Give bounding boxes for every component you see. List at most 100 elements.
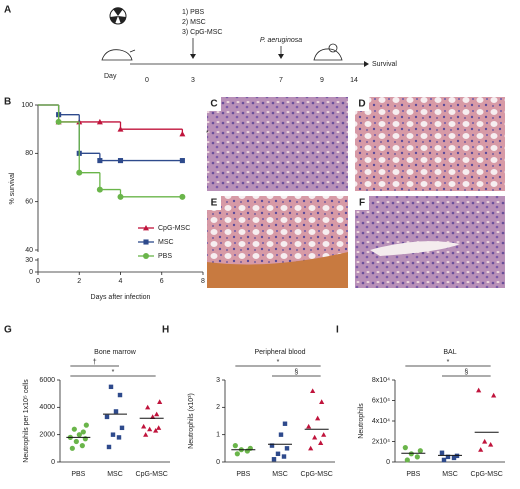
marker — [308, 445, 314, 451]
marker — [271, 457, 277, 462]
y-tick-label: 6x10⁴ — [372, 397, 390, 404]
images: C D E F — [207, 97, 505, 288]
y-tick-label: 100 — [21, 102, 33, 109]
marker — [232, 443, 238, 449]
y-tick-label: 2 — [216, 404, 220, 411]
significance-label: † — [93, 359, 97, 366]
x-tick-label: MSC — [442, 471, 458, 478]
marker — [141, 423, 147, 429]
marker — [117, 193, 124, 200]
marker — [478, 447, 484, 452]
day: 7 — [279, 77, 283, 84]
marker — [117, 392, 123, 398]
panel-label: G — [4, 325, 12, 336]
panel-label: F — [359, 198, 365, 209]
marker — [482, 438, 488, 444]
marker — [275, 451, 281, 457]
x-tick-label: PBS — [236, 471, 250, 478]
significance-label: § — [294, 369, 298, 376]
marker — [318, 440, 324, 445]
legend-marker — [143, 239, 149, 245]
mouse-icon — [313, 48, 343, 61]
y-tick-label: 4000 — [39, 404, 55, 411]
marker — [451, 455, 457, 461]
significance-label: * — [447, 359, 450, 366]
y-tick-label: 2x10⁴ — [372, 438, 390, 445]
legend-label: CpG-MSC — [158, 225, 190, 232]
marker — [234, 451, 240, 457]
panel-label: I — [336, 325, 339, 336]
marker — [153, 427, 159, 433]
label-box — [355, 196, 369, 210]
marker — [157, 399, 163, 404]
timeline-arrow — [364, 61, 369, 67]
y-axis-label: Neutrophils (x10³) — [188, 393, 195, 449]
x-tick-label: 6 — [160, 278, 164, 285]
y-tick-label: 0 — [29, 269, 33, 276]
x-tick-label: CpG-MSC — [301, 471, 333, 478]
marker — [269, 443, 275, 448]
x-tick-label: MSC — [107, 471, 123, 478]
marker — [491, 392, 497, 398]
marker — [76, 169, 83, 176]
panel-label: A — [4, 5, 11, 16]
marker — [179, 131, 186, 137]
arrow — [278, 54, 284, 59]
marker — [145, 404, 151, 410]
marker — [108, 384, 114, 390]
day: 9 — [320, 77, 324, 84]
marker — [417, 448, 423, 454]
x-tick-label: 0 — [36, 278, 40, 285]
marker — [284, 446, 290, 451]
marker — [310, 388, 316, 394]
y-tick-label: 1 — [216, 432, 220, 439]
panel-label: H — [162, 325, 169, 336]
marker — [281, 454, 287, 459]
panel-label: D — [358, 99, 365, 110]
significance-label: § — [464, 369, 468, 376]
histology-image — [207, 97, 348, 191]
marker — [154, 411, 160, 417]
airway — [370, 241, 460, 256]
marker — [55, 118, 62, 125]
histology-image — [355, 97, 505, 191]
marker — [106, 444, 112, 450]
marker — [319, 399, 325, 404]
x-axis-label: Days after infection — [91, 294, 151, 301]
marker — [156, 425, 162, 430]
x-tick-label: PBS — [406, 471, 420, 478]
x-tick-label: 4 — [119, 278, 123, 285]
marker — [282, 421, 288, 426]
marker — [117, 158, 124, 164]
y-axis-label: Neutrophils — [358, 403, 365, 439]
legend-label: PBS — [158, 253, 172, 260]
y-tick-label: 60 — [25, 199, 33, 206]
radiation-icon — [110, 7, 126, 24]
marker — [306, 423, 312, 429]
panel-label: E — [211, 198, 218, 209]
marker — [96, 186, 103, 193]
marker — [315, 415, 321, 421]
y-tick-label: 0 — [386, 459, 390, 466]
y-axis-label: Neutrophils per 1x10⁵ cells — [23, 379, 30, 463]
panel-label: B — [4, 97, 11, 108]
marker — [312, 434, 318, 440]
marker — [402, 445, 408, 451]
marker — [404, 457, 410, 463]
x-tick-label: 8 — [201, 278, 205, 285]
marker — [454, 453, 460, 459]
marker — [73, 438, 79, 445]
marker — [97, 158, 103, 164]
chart-title: BAL — [443, 349, 456, 356]
mouse-icon — [328, 43, 338, 53]
significance-label: * — [112, 369, 115, 376]
day: 0 — [145, 77, 149, 84]
marker — [79, 443, 85, 449]
arrow — [190, 54, 196, 59]
label-box — [355, 97, 369, 111]
label-box — [207, 97, 221, 111]
marker — [69, 445, 75, 451]
x-tick-label: MSC — [272, 471, 288, 478]
marker — [110, 432, 116, 437]
panel-label: C — [210, 99, 217, 110]
